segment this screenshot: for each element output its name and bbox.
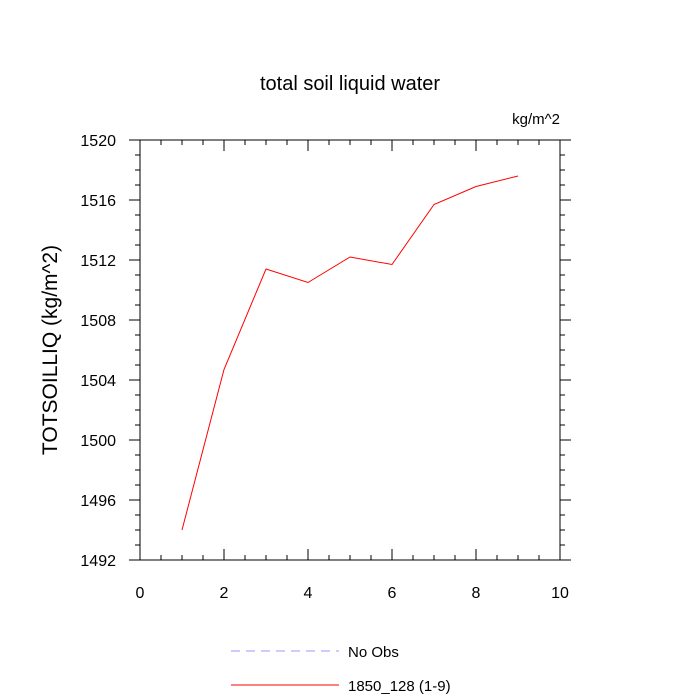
axis-tick-labels: 0 2 4 6 8 10 1492 1496 1500 1504 1508 1512 1516 1520 xyxy=(80,133,569,602)
series-lines xyxy=(181,175,519,531)
axis-ticks xyxy=(129,139,571,561)
legend-label-no-obs: No Obs xyxy=(348,644,399,661)
chart-title: total soil liquid water xyxy=(260,73,440,95)
y-tick-label: 1492 xyxy=(80,553,116,570)
legend: No Obs 1850_128 (1-9) xyxy=(231,644,451,695)
plot-frame xyxy=(139,139,561,561)
y-tick-label: 1504 xyxy=(80,373,116,390)
legend-label-1850-128: 1850_128 (1-9) xyxy=(348,678,451,695)
x-tick-label: 8 xyxy=(472,585,481,602)
x-tick-label: 6 xyxy=(388,585,397,602)
y-tick-label: 1516 xyxy=(80,193,116,210)
y-tick-label: 1512 xyxy=(80,253,116,270)
x-tick-label: 0 xyxy=(136,585,145,602)
x-tick-label: 10 xyxy=(551,585,569,602)
y-tick-label: 1496 xyxy=(80,493,116,510)
y-tick-label: 1520 xyxy=(80,133,116,150)
x-tick-label: 2 xyxy=(220,585,229,602)
y-axis-label: TOTSOILLIQ (kg/m^2) xyxy=(39,245,62,455)
x-tick-label: 4 xyxy=(304,585,313,602)
units-label: kg/m^2 xyxy=(512,111,560,128)
y-tick-label: 1500 xyxy=(80,433,116,450)
series-line xyxy=(181,175,519,531)
y-tick-label: 1508 xyxy=(80,313,116,330)
